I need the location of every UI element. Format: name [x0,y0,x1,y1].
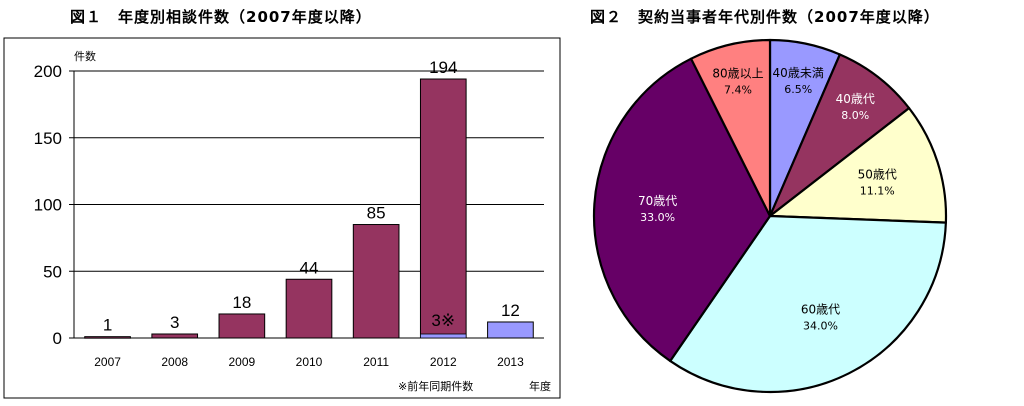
bar [419,78,467,339]
pie-slice [768,107,948,224]
pie-slice-percent: 11.1% [860,185,895,198]
x-tick-label: 2009 [229,355,256,369]
y-tick-label: 50 [43,262,62,281]
pie-chart-title: 図２ 契約当事者年代別件数（2007年度以降） [590,8,940,26]
bar-chart: 0 50 100 150 200 件数 1 2007 3 2008 18 2009 44 2010 85 20… [3,37,561,399]
data-label: 3 [170,313,179,332]
pie-slice-percent: 34.0% [803,320,838,333]
pie-slice-label: 60歳代 [801,303,840,317]
pie-slice-percent: 8.0% [841,109,869,122]
data-label: 18 [232,293,251,312]
data-label: 194 [429,58,457,77]
pie-slice-percent: 33.0% [640,211,675,224]
bar [218,313,266,339]
x-tick-label: 2007 [94,355,121,369]
pie-slice [689,38,772,218]
pie-slice [768,53,911,218]
pie-slice [592,57,772,363]
x-tick-label: 2012 [430,355,457,369]
pie-slice-label: 50歳代 [858,168,897,182]
x-tick-label: 2008 [161,355,188,369]
pie-slice-label: 70歳代 [638,194,677,208]
footnote: ※前年同期件数 [398,379,473,393]
x-axis-label: 年度 [529,379,551,393]
data-label: 1 [103,316,112,335]
overlay-data-label: 3※ [431,311,455,330]
bar [285,278,333,339]
data-label: 12 [501,301,520,320]
bar-chart-title: 図１ 年度別相談件数（2007年度以降） [70,8,372,26]
bar [84,336,131,339]
data-label: 85 [367,204,386,223]
data-label: 44 [300,258,319,277]
pie-slice-label: 40歳代 [836,92,875,106]
overlay-bar [420,333,467,339]
pie-slice-percent: 7.4% [724,84,752,97]
y-axis-label: 件数 [74,50,96,63]
y-tick-label: 0 [53,329,62,348]
y-tick-label: 200 [34,62,62,81]
bar [151,333,199,339]
y-tick-label: 150 [34,129,62,148]
pie-slice [669,214,947,394]
pie-slice-label: 40歳未満 [773,66,824,80]
x-tick-label: 2013 [497,355,524,369]
x-tick-label: 2010 [296,355,323,369]
y-tick-label: 100 [34,196,62,215]
x-tick-label: 2011 [363,355,389,369]
bar [487,321,534,339]
bar [352,224,400,339]
pie-slice-percent: 6.5% [784,83,812,96]
pie-slice-label: 80歳以上 [712,67,763,81]
